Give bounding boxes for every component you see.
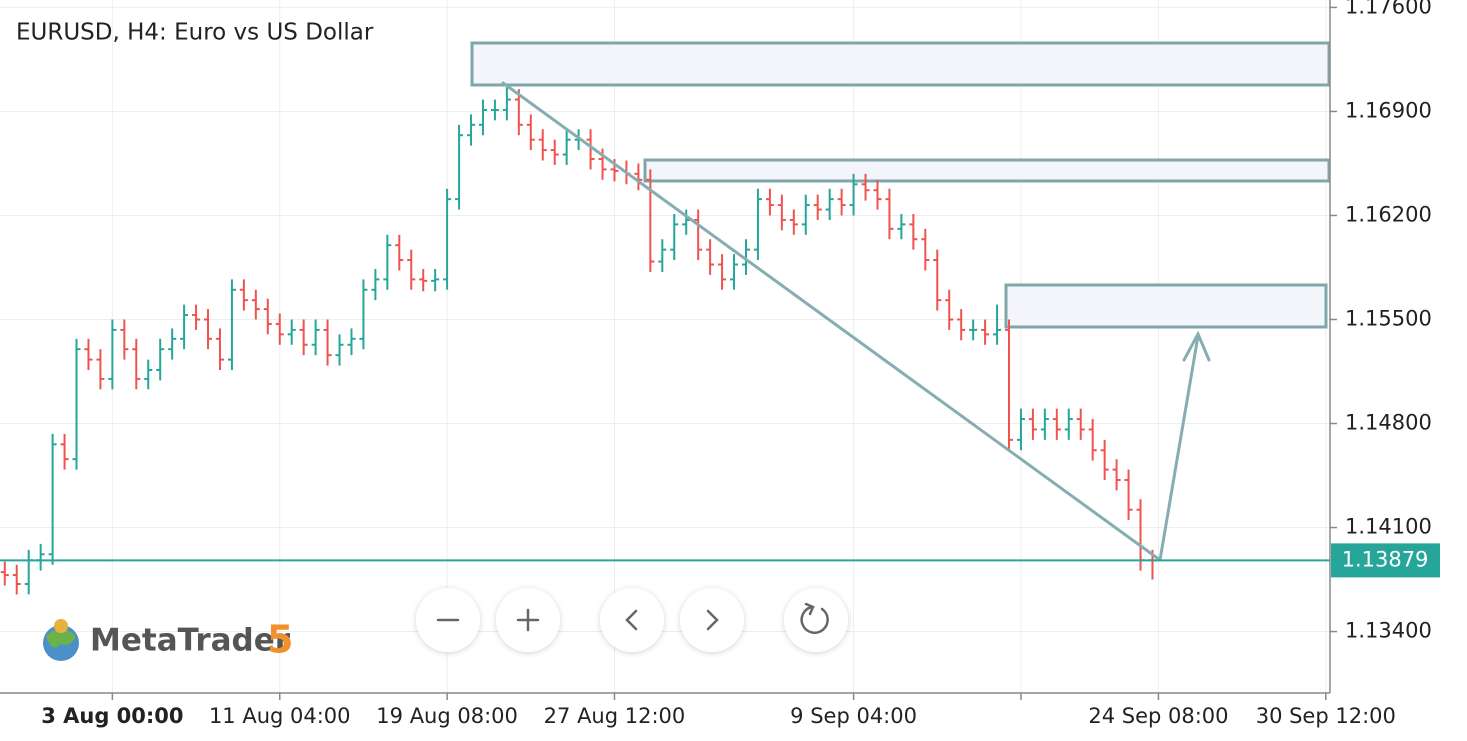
y-tick-label: 1.14800 — [1345, 411, 1432, 435]
reset-arrow — [804, 602, 815, 616]
right-icon — [706, 609, 719, 631]
logo-sun — [54, 619, 68, 633]
x-tick-label: 30 Sep 12:00 — [1256, 704, 1396, 728]
toolbar — [416, 588, 848, 652]
reset-icon — [800, 605, 829, 634]
bars — [0, 84, 1157, 595]
axis-labels: 1.13400 1.14100 1.14800 1.15500 1.16200 1.169… — [0, 0, 1440, 728]
y-tick-label: 1.16200 — [1345, 202, 1432, 226]
arrow — [1158, 334, 1200, 562]
grid — [0, 0, 1330, 693]
x-tick-label: 24 Sep 08:00 — [1088, 704, 1228, 728]
trend-lines — [501, 81, 1211, 562]
trend-line — [501, 81, 1162, 562]
plus-icon — [516, 608, 540, 632]
y-tick-label: 1.15500 — [1345, 306, 1432, 330]
x-tick-label: 9 Sep 04:00 — [790, 704, 917, 728]
scroll-right-button[interactable] — [680, 588, 744, 652]
x-tick-label: 19 Aug 08:00 — [376, 704, 518, 728]
zone — [470, 41, 1331, 87]
watermark-text: MetaTrader — [90, 623, 291, 659]
y-tick-label: 1.14100 — [1345, 515, 1432, 539]
arrow-head — [1182, 330, 1211, 362]
logo-land — [46, 629, 76, 648]
watermark-version: 5 — [267, 618, 293, 662]
y-tick-label: 1.13400 — [1345, 619, 1432, 643]
watermark: MetaTrader 5 — [43, 618, 293, 662]
annotations — [470, 41, 1331, 329]
x-tick-label: 3 Aug 00:00 — [41, 704, 183, 728]
last-price-label: 1.13879 — [1342, 547, 1429, 571]
x-tick-label: 11 Aug 04:00 — [209, 704, 351, 728]
zone — [1004, 283, 1328, 329]
last-price-box — [1331, 543, 1440, 578]
y-tick-label: 1.16900 — [1345, 98, 1432, 122]
x-tick-label: 27 Aug 12:00 — [544, 704, 686, 728]
reset-button[interactable] — [784, 588, 848, 652]
chart-title: EURUSD, H4: Euro vs US Dollar — [16, 20, 374, 46]
y-tick-label: 1.17600 — [1345, 0, 1432, 18]
scroll-left-button[interactable] — [600, 588, 664, 652]
left-icon — [625, 609, 638, 631]
zone — [643, 158, 1331, 183]
